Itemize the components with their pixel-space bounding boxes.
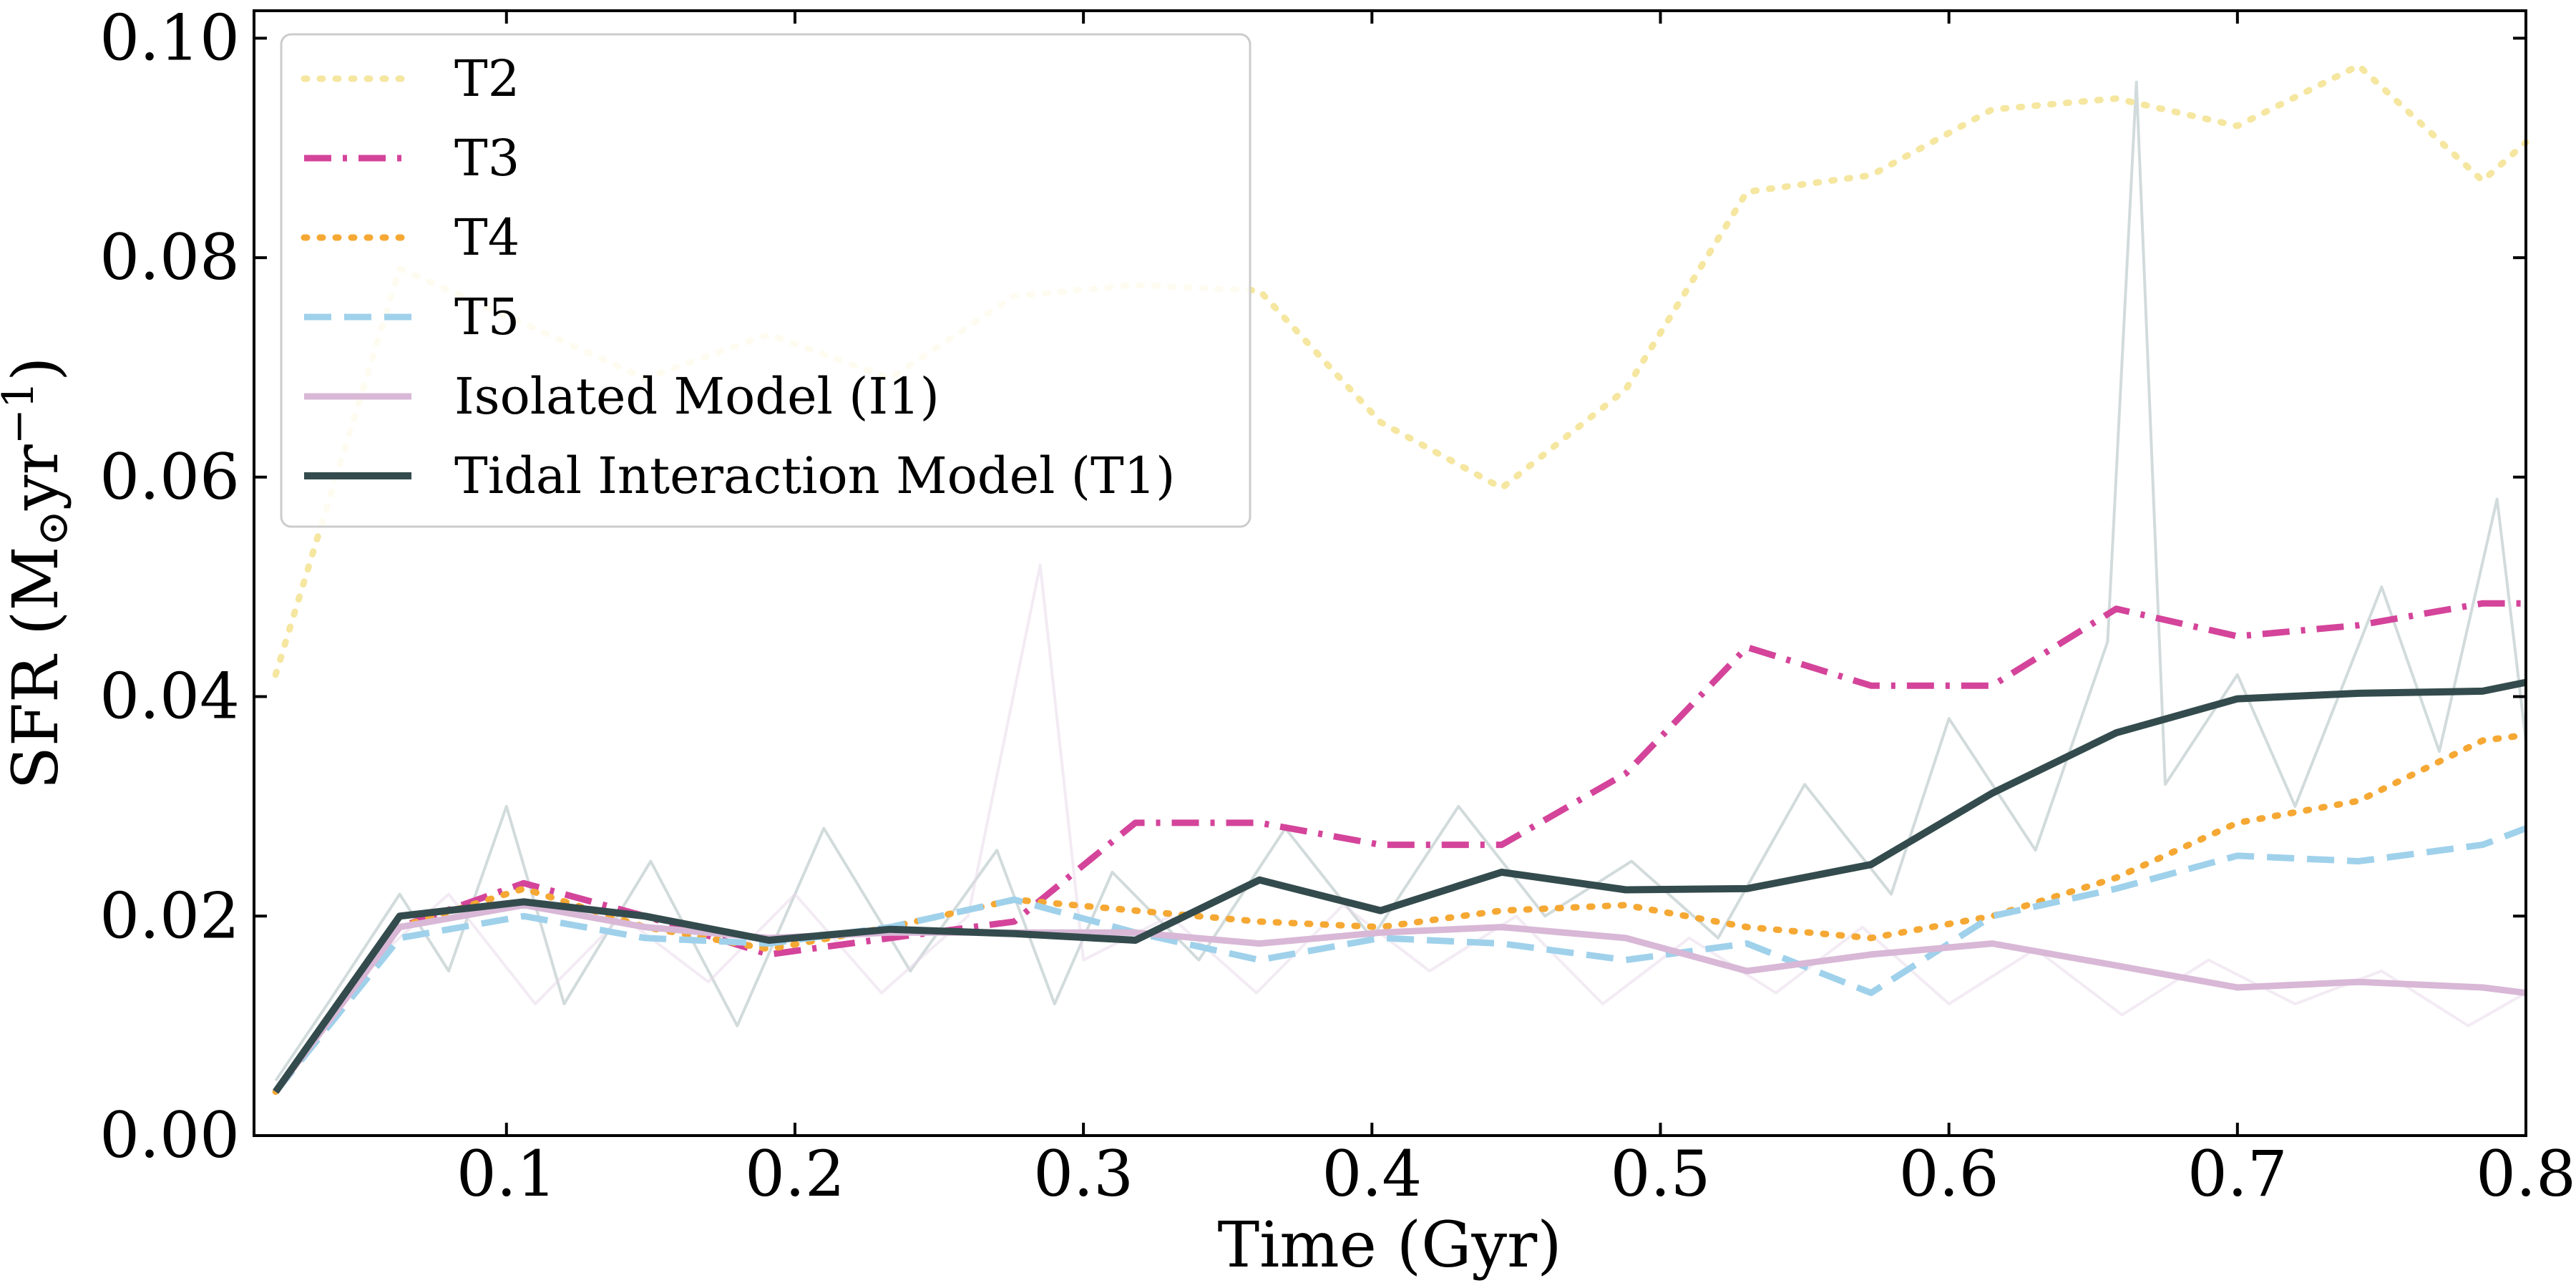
x-tick-label: 0.3 [1033,1137,1133,1211]
series-line-t3 [273,600,2526,1094]
legend-label-t4: T4 [454,208,519,267]
y-tick-label: 0.02 [99,879,240,952]
series-line-t5 [273,825,2527,1094]
y-tick-label: 0.00 [99,1098,240,1172]
legend-label-t5: T5 [454,288,519,346]
legend-label-t3: T3 [454,129,519,187]
x-tick-label: 0.7 [2187,1137,2288,1211]
x-tick-label: 0.2 [745,1137,845,1211]
legend-label-t2: T2 [454,49,519,108]
y-axis-label: SFR (M⊙yr−1) [0,357,78,790]
background-line-i1-instantaneous [274,563,2527,1093]
y-tick-label: 0.04 [99,660,240,733]
x-tick-label: 0.5 [1610,1137,1710,1211]
x-tick-label: 0.1 [457,1137,557,1211]
background-line-t1-instantaneous [274,80,2527,1082]
series-line-tidal-interaction-model-t1 [273,678,2527,1094]
main-series-group [272,62,2529,1096]
x-tick-label: 0.4 [1322,1137,1422,1211]
ticks-group: 0.1 0.2 0.3 0.4 0.5 0.6 0.7 0.8 0.00 0.02 0.04 0.06… [99,1,2576,1211]
series-line-isolated-model-i1 [273,902,2527,1094]
y-tick-label: 0.08 [99,220,240,294]
series-line-t4 [272,731,2529,1096]
x-tick-label: 0.8 [2476,1137,2576,1211]
legend: T2 T3 T4 T5 Isolated Model (I1) Tidal Interac… [280,33,1252,528]
x-tick-label: 0.6 [1899,1137,1999,1211]
legend-label-isolated-model-i1: Isolated Model (I1) [454,367,940,426]
x-axis-label: Time (Gyr) [1217,1208,1561,1282]
plot-frame [253,9,2527,1137]
y-tick-label: 0.10 [99,1,240,74]
legend-box [280,33,1252,528]
y-tick-label: 0.06 [99,440,240,514]
background-series-group [274,80,2527,1093]
legend-label-tidal-interaction-model-t1: Tidal Interaction Model (T1) [454,447,1175,505]
